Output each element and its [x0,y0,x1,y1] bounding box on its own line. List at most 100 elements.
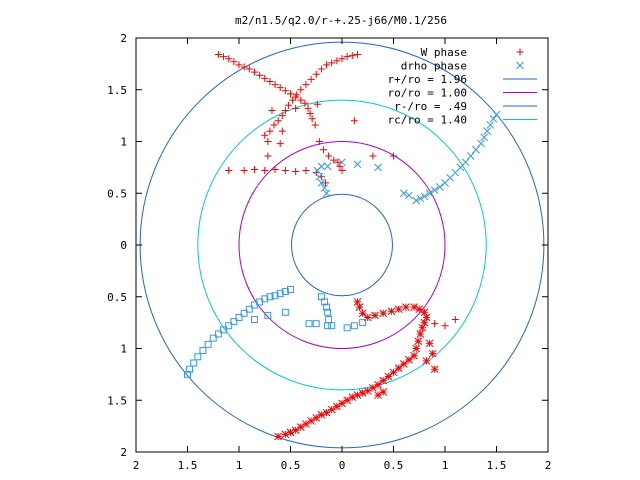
point-2-19 [322,189,331,198]
point-0-5 [240,63,248,71]
y-tick-label-8: 2 [120,32,127,45]
point-0-41 [322,179,330,187]
point-0-4 [235,61,243,69]
point-3-17 [230,318,238,326]
point-1-35 [410,303,418,311]
point-3-19 [220,326,228,334]
chart-title: m2/n1.5/q2.0/r-+.25-j66/M0.1/256 [235,14,447,27]
point-0-16 [297,96,305,104]
point-1-45 [425,339,434,348]
y-tick-label-5: 0.5 [107,187,127,200]
x-tick-label-7: 1.5 [487,459,507,472]
point-0-26 [334,158,342,166]
point-0-31 [225,166,233,174]
point-1-32 [422,313,431,322]
x-tick-label-2: 1 [236,459,243,472]
point-1-40 [371,311,379,320]
point-0-50 [284,101,292,109]
point-3-35 [350,322,358,330]
point-0-29 [369,152,377,160]
circle-0 [139,41,545,449]
legend-label-2: r+/ro = 1.96 [388,73,467,86]
point-1-30 [418,323,427,332]
point-2-27 [353,160,362,169]
point-1-46 [428,349,437,358]
point-0-22 [315,138,323,145]
point-1-21 [384,372,393,381]
point-1-16 [358,389,367,397]
point-3-28 [281,308,289,316]
point-1-8 [317,410,326,419]
point-2-0 [412,196,421,205]
point-3-26 [186,365,194,373]
point-3-24 [194,353,202,361]
point-0-38 [302,166,310,174]
point-0-32 [240,166,248,174]
point-3-9 [271,292,279,300]
point-3-16 [235,313,243,321]
point-0-59 [328,59,336,67]
point-2-25 [323,162,332,171]
point-1-34 [415,305,424,314]
point-1-9 [322,408,331,417]
point-0-0 [214,51,222,59]
point-2-22 [315,172,324,181]
point-0-33 [250,165,258,173]
point-0-73 [441,322,449,330]
point-0-52 [293,91,301,99]
point-0-47 [274,117,282,125]
point-0-63 [348,52,356,60]
point-2-21 [317,179,326,187]
point-2-17 [489,114,498,123]
point-3-14 [245,305,253,313]
point-3-8 [276,290,284,298]
point-0-14 [287,90,294,98]
circle-2 [291,193,393,297]
point-1-37 [394,305,403,314]
point-1-36 [402,303,410,311]
point-3-36 [359,319,367,327]
point-0-55 [307,75,315,83]
point-1-28 [414,337,423,346]
point-0-39 [312,169,320,177]
point-3-2 [323,303,331,311]
point-2-1 [416,194,425,203]
point-1-24 [399,360,408,368]
series-2 [313,110,501,205]
point-1-33 [420,308,429,317]
point-0-49 [281,106,289,114]
point-0-44 [261,131,269,139]
point-0-62 [343,53,351,61]
point-1-18 [369,383,377,392]
x-tick-label-6: 1 [442,459,449,472]
point-0-21 [311,121,319,129]
point-1-29 [416,330,425,338]
legend-sample-0 [516,48,524,56]
point-1-50 [374,391,382,399]
point-0-51 [289,96,297,104]
point-2-14 [480,133,488,142]
point-3-34 [343,324,351,332]
x-tick-label-1: 1.5 [178,459,198,472]
point-0-48 [278,112,286,120]
point-3-21 [209,334,217,342]
point-1-1 [281,430,290,439]
point-0-68 [292,104,300,112]
y-tick-label-1: 1.5 [107,394,127,407]
point-1-11 [332,402,341,411]
point-3-6 [287,286,294,293]
point-3-7 [281,288,289,296]
y-tick-label-6: 1 [120,136,127,149]
point-1-4 [296,423,305,432]
point-0-70 [350,117,358,125]
point-1-12 [338,399,346,408]
point-2-3 [425,189,434,198]
point-0-12 [276,84,284,92]
point-1-20 [379,376,388,385]
point-3-27 [184,370,191,378]
point-1-3 [291,426,300,435]
point-0-46 [270,121,278,129]
legend-sample-1 [516,61,524,70]
point-3-4 [325,316,333,323]
